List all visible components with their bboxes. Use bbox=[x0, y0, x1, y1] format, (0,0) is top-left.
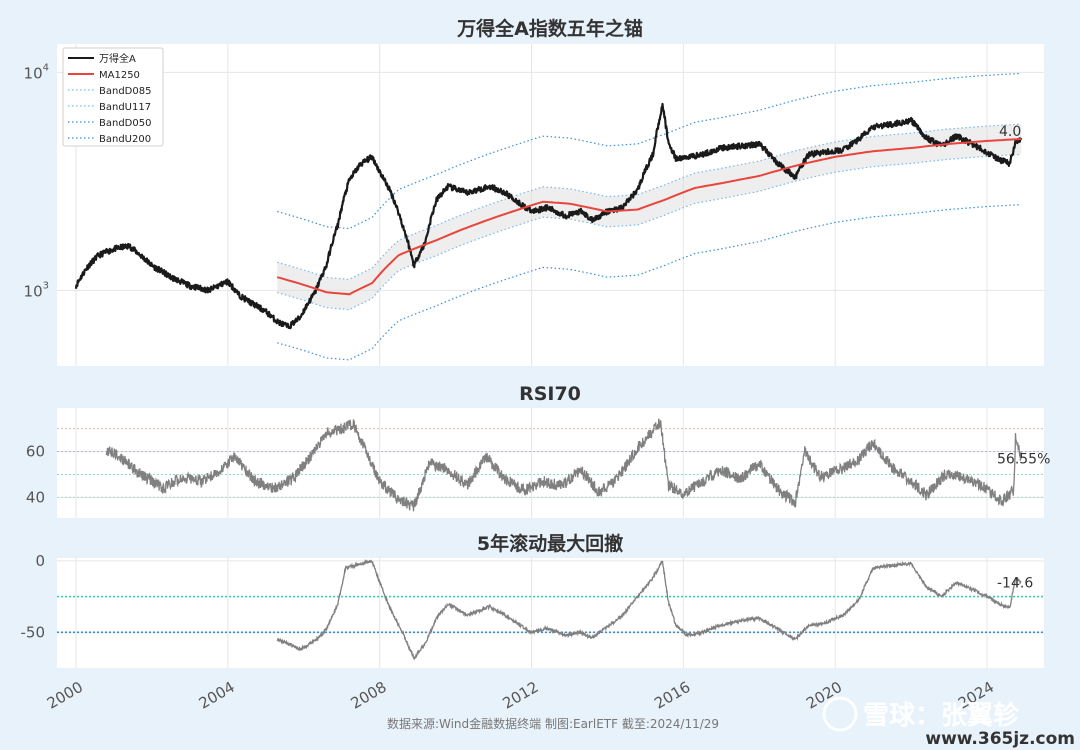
y-tick-label: 40 bbox=[26, 488, 45, 506]
legend-label: BandU117 bbox=[99, 102, 151, 113]
y-tick-label: 60 bbox=[26, 443, 45, 461]
series-rsi70 bbox=[105, 418, 1022, 512]
x-tick-label: 2016 bbox=[651, 678, 693, 713]
x-tick-label: 2004 bbox=[196, 678, 238, 713]
chart2-plot-area bbox=[57, 408, 1044, 518]
chart2-plot: 40 60 56.55% bbox=[26, 408, 1050, 518]
chart1-plot-area bbox=[57, 44, 1044, 366]
watermark: 雪球：张翼轸 www.365jz.com bbox=[822, 696, 1075, 749]
series-bandd050 bbox=[277, 204, 1022, 361]
watermark-logo-icon bbox=[822, 696, 858, 732]
source-footer: 数据来源:Wind金融数据终端 制图:EarlETF 截至:2024/11/29 bbox=[387, 716, 719, 731]
band-shading bbox=[277, 124, 1022, 310]
legend: 万得全A MA1250 BandD085 BandU117 BandD050 BandU2… bbox=[62, 47, 164, 147]
series-bandu200 bbox=[277, 72, 1022, 230]
legend-label: BandD085 bbox=[99, 86, 151, 97]
chart3-plot: -50 0 -14.6 bbox=[21, 552, 1044, 668]
chart2-end-label: 56.55% bbox=[997, 451, 1050, 467]
y-tick-label: 104 bbox=[24, 62, 49, 82]
y-tick-label: -50 bbox=[21, 623, 46, 641]
legend-label: MA1250 bbox=[99, 70, 140, 81]
legend-label: BandD050 bbox=[99, 118, 151, 129]
x-tick-label: 2012 bbox=[499, 678, 541, 713]
chart1-plot: 103 104 4.0 万得全A MA1250 BandD085 BandU117 BandD… bbox=[24, 44, 1044, 366]
chart3-title: 5年滚动最大回撤 bbox=[477, 532, 623, 555]
series-bandu117 bbox=[277, 123, 1022, 281]
chart1-end-label: 4.0 bbox=[999, 124, 1021, 140]
y-tick-label: 103 bbox=[24, 280, 49, 300]
series-wind-all-a bbox=[74, 102, 1023, 330]
watermark-text: 雪球：张翼轸 bbox=[863, 701, 1020, 731]
chart3-plot-area bbox=[57, 558, 1044, 668]
legend-label: BandU200 bbox=[99, 134, 151, 145]
legend-label: 万得全A bbox=[99, 52, 136, 65]
y-tick-label: 0 bbox=[35, 552, 45, 570]
chart1-title: 万得全A指数五年之锚 bbox=[456, 17, 643, 40]
chart2-title: RSI70 bbox=[519, 383, 581, 405]
series-bandd085 bbox=[277, 153, 1022, 311]
chart3-end-label: -14.6 bbox=[997, 575, 1033, 591]
series-drawdown bbox=[276, 558, 1022, 661]
watermark-site: www.365jz.com bbox=[925, 729, 1075, 749]
x-tick-label: 2008 bbox=[348, 678, 390, 713]
x-tick-label: 2000 bbox=[44, 678, 86, 713]
series-ma1250 bbox=[276, 138, 1022, 296]
